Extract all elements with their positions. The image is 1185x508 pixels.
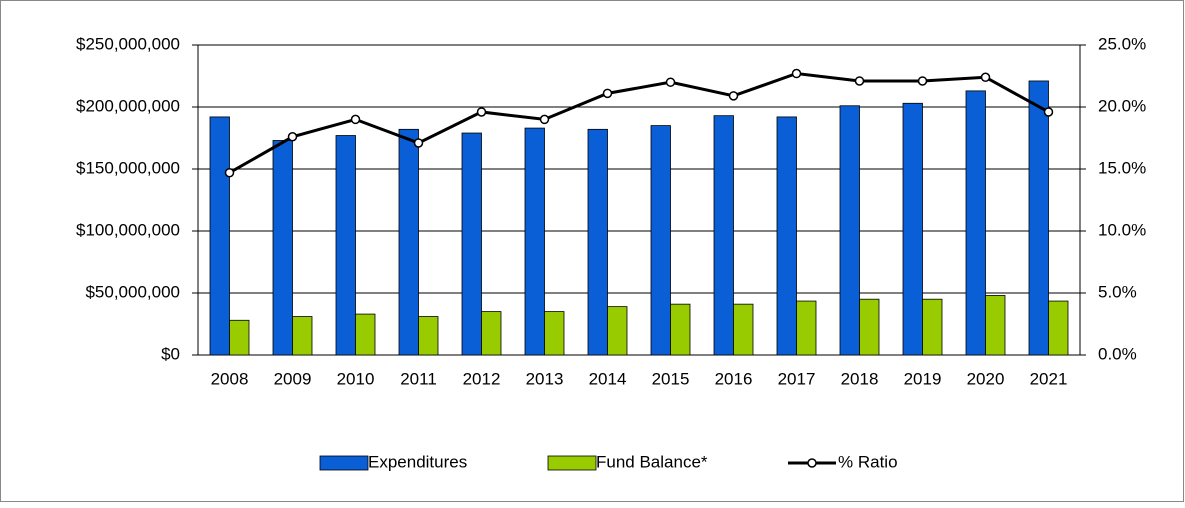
bar [733,303,754,356]
line-marker [476,107,487,117]
line-marker [917,76,928,86]
bar [1028,80,1049,356]
x-tick-label: 2013 [526,369,564,388]
line-marker [602,88,613,99]
bar [859,298,880,356]
bar [776,116,797,356]
legend-swatch [319,455,369,471]
legend-label: % Ratio [838,452,898,471]
y-tick-label: $100,000,000 [76,220,180,239]
bar [670,303,691,356]
line-marker [854,76,865,86]
bar [335,135,356,356]
line-marker [224,167,235,178]
y-tick-label: $150,000,000 [76,158,180,177]
line-marker [1043,107,1054,117]
bar [796,300,817,356]
line-marker [791,68,802,79]
legend-swatch [547,455,597,471]
bar [544,311,565,356]
y2-tick-label: 10.0% [1098,220,1146,239]
bar [292,316,313,356]
bar [607,306,628,356]
line-marker [350,114,361,125]
y-tick-label: $200,000,000 [76,96,180,115]
bar [985,295,1006,356]
bar [839,105,860,356]
x-tick-label: 2010 [337,369,375,388]
y-tick-label: $0 [161,344,180,363]
bar [461,132,482,356]
bar [209,116,230,356]
bar [524,127,545,356]
x-tick-label: 2020 [967,369,1005,388]
line-marker [287,132,298,142]
bar [229,319,250,356]
bar [1048,300,1069,356]
x-tick-label: 2014 [589,369,627,388]
y2-tick-label: 20.0% [1098,96,1146,115]
x-tick-label: 2009 [274,369,312,388]
bar [418,316,439,356]
legend-marker [807,458,817,468]
bar [481,311,502,356]
line [228,71,1050,175]
line-marker [665,77,676,87]
x-tick-label: 2018 [841,369,879,388]
y2-tick-label: 15.0% [1098,158,1146,177]
y-tick-label: $250,000,000 [76,34,180,53]
bar [650,125,671,356]
x-tick-label: 2012 [463,369,501,388]
bar [587,128,608,356]
legend-label: Expenditures [368,452,467,471]
y2-tick-label: 5.0% [1098,282,1137,301]
x-tick-label: 2011 [400,369,437,388]
line-marker [413,138,424,148]
bar [355,313,376,356]
x-tick-label: 2021 [1030,369,1068,388]
legend-label: Fund Balance* [596,452,708,471]
bar [902,102,923,356]
x-tick-label: 2015 [652,369,690,388]
bar [398,128,419,356]
line-marker [980,72,991,82]
bar [922,298,943,356]
y-tick-label: $50,000,000 [85,282,180,301]
x-tick-label: 2017 [778,369,816,388]
x-tick-label: 2016 [715,369,753,388]
y2-tick-label: 25.0% [1098,34,1146,53]
x-tick-label: 2008 [211,369,249,388]
bar [713,115,734,356]
y2-tick-label: 0.0% [1098,344,1137,363]
bar [965,90,986,356]
x-tick-label: 2019 [904,369,942,388]
bar [272,140,293,356]
line-marker [539,114,550,125]
line-marker [728,91,739,101]
